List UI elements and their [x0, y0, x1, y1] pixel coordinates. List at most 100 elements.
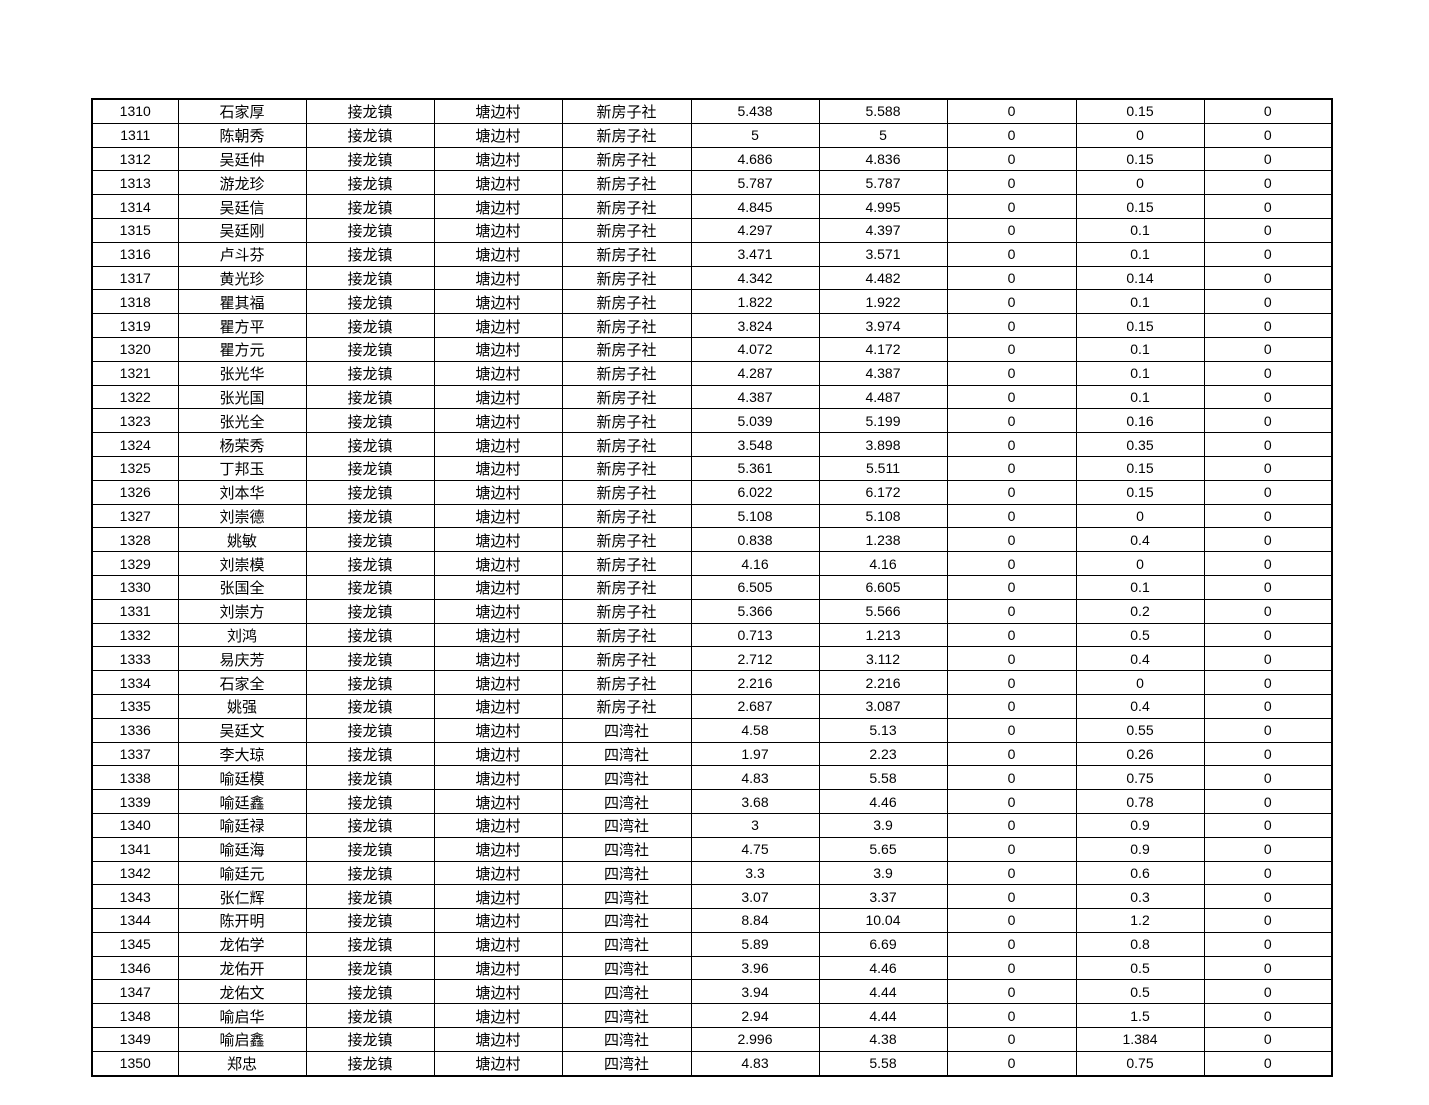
cell-value-d: 1.2 [1075, 908, 1205, 933]
cell-row-number: 1347 [91, 979, 179, 1005]
cell-value-b: 5.199 [818, 408, 948, 434]
cell-value-e: 0 [1203, 1050, 1333, 1077]
cell-village: 塘边村 [433, 908, 563, 933]
cell-name: 喻廷鑫 [177, 789, 307, 814]
cell-village: 塘边村 [433, 551, 563, 576]
cell-town: 接龙镇 [305, 931, 435, 957]
cell-village: 塘边村 [433, 598, 563, 624]
cell-value-c: 0 [946, 574, 1077, 600]
cell-group: 新房子社 [561, 408, 692, 434]
table-row: 1316 卢斗芬 接龙镇 塘边村 新房子社 3.471 3.571 0 0.1 0 [91, 241, 1333, 267]
cell-group: 四湾社 [561, 1027, 692, 1052]
cell-town: 接龙镇 [305, 670, 435, 695]
cell-name: 吴廷刚 [177, 217, 307, 243]
cell-value-d: 0.8 [1075, 931, 1205, 957]
cell-value-a: 1.822 [690, 289, 820, 315]
cell-value-e: 0 [1203, 241, 1333, 267]
cell-value-e: 0 [1203, 289, 1333, 315]
cell-value-e: 0 [1203, 360, 1333, 386]
cell-value-a: 2.996 [690, 1027, 820, 1052]
cell-value-b: 5.566 [818, 598, 948, 624]
cell-value-a: 4.58 [690, 717, 820, 743]
cell-value-a: 4.387 [690, 384, 820, 410]
cell-town: 接龙镇 [305, 432, 435, 457]
cell-value-a: 5.366 [690, 598, 820, 624]
cell-name: 喻廷元 [177, 860, 307, 886]
cell-village: 塘边村 [433, 527, 563, 553]
cell-value-d: 0.15 [1075, 313, 1205, 338]
cell-value-c: 0 [946, 836, 1077, 862]
cell-town: 接龙镇 [305, 527, 435, 553]
cell-village: 塘边村 [433, 432, 563, 457]
cell-village: 塘边村 [433, 289, 563, 315]
cell-row-number: 1334 [91, 670, 179, 695]
table-row: 1328 姚敏 接龙镇 塘边村 新房子社 0.838 1.238 0 0.4 0 [91, 527, 1333, 553]
cell-village: 塘边村 [433, 931, 563, 957]
cell-town: 接龙镇 [305, 551, 435, 576]
cell-group: 四湾社 [561, 812, 692, 838]
cell-name: 郑忠 [177, 1050, 307, 1077]
cell-group: 新房子社 [561, 146, 692, 172]
table-row: 1335 姚强 接龙镇 塘边村 新房子社 2.687 3.087 0 0.4 0 [91, 693, 1333, 719]
table-row: 1313 游龙珍 接龙镇 塘边村 新房子社 5.787 5.787 0 0 0 [91, 170, 1333, 196]
cell-value-b: 3.37 [818, 884, 948, 910]
cell-value-d: 0.15 [1075, 146, 1205, 172]
cell-value-c: 0 [946, 336, 1077, 362]
cell-value-a: 5.787 [690, 170, 820, 196]
cell-value-e: 0 [1203, 170, 1333, 196]
cell-name: 张国全 [177, 574, 307, 600]
cell-value-c: 0 [946, 1027, 1077, 1052]
table-row: 1321 张光华 接龙镇 塘边村 新房子社 4.287 4.387 0 0.1 0 [91, 360, 1333, 386]
cell-value-d: 0 [1075, 170, 1205, 196]
cell-value-e: 0 [1203, 836, 1333, 862]
cell-row-number: 1342 [91, 860, 179, 886]
cell-village: 塘边村 [433, 265, 563, 291]
cell-group: 新房子社 [561, 598, 692, 624]
cell-value-d: 0.75 [1075, 765, 1205, 791]
cell-value-a: 3.548 [690, 432, 820, 457]
cell-group: 新房子社 [561, 503, 692, 529]
cell-value-c: 0 [946, 432, 1077, 457]
cell-value-d: 0.75 [1075, 1050, 1205, 1077]
table-row: 1317 黄光珍 接龙镇 塘边村 新房子社 4.342 4.482 0 0.14 0 [91, 265, 1333, 291]
cell-value-d: 0.2 [1075, 598, 1205, 624]
cell-value-a: 5.361 [690, 455, 820, 481]
cell-value-d: 0 [1075, 551, 1205, 576]
cell-value-c: 0 [946, 551, 1077, 576]
cell-value-c: 0 [946, 979, 1077, 1005]
cell-value-d: 0.15 [1075, 479, 1205, 505]
cell-value-b: 5.65 [818, 836, 948, 862]
cell-row-number: 1331 [91, 598, 179, 624]
cell-group: 新房子社 [561, 122, 692, 148]
cell-row-number: 1310 [91, 98, 179, 124]
cell-value-c: 0 [946, 1050, 1077, 1077]
cell-value-e: 0 [1203, 146, 1333, 172]
cell-village: 塘边村 [433, 241, 563, 267]
cell-group: 新房子社 [561, 551, 692, 576]
cell-town: 接龙镇 [305, 1050, 435, 1077]
cell-village: 塘边村 [433, 765, 563, 791]
cell-row-number: 1318 [91, 289, 179, 315]
table-row: 1311 陈朝秀 接龙镇 塘边村 新房子社 5 5 0 0 0 [91, 122, 1333, 148]
cell-row-number: 1345 [91, 931, 179, 957]
cell-group: 四湾社 [561, 931, 692, 957]
cell-town: 接龙镇 [305, 408, 435, 434]
cell-value-a: 0.838 [690, 527, 820, 553]
cell-row-number: 1336 [91, 717, 179, 743]
cell-value-e: 0 [1203, 384, 1333, 410]
cell-town: 接龙镇 [305, 955, 435, 981]
cell-town: 接龙镇 [305, 170, 435, 196]
cell-village: 塘边村 [433, 146, 563, 172]
cell-value-b: 4.995 [818, 194, 948, 219]
cell-value-a: 3.3 [690, 860, 820, 886]
cell-row-number: 1316 [91, 241, 179, 267]
cell-value-c: 0 [946, 598, 1077, 624]
cell-value-e: 0 [1203, 98, 1333, 124]
cell-group: 四湾社 [561, 860, 692, 886]
cell-value-c: 0 [946, 265, 1077, 291]
table-row: 1347 龙佑文 接龙镇 塘边村 四湾社 3.94 4.44 0 0.5 0 [91, 979, 1333, 1005]
cell-group: 新房子社 [561, 336, 692, 362]
table-row: 1343 张仁辉 接龙镇 塘边村 四湾社 3.07 3.37 0 0.3 0 [91, 884, 1333, 910]
cell-town: 接龙镇 [305, 265, 435, 291]
cell-value-d: 0 [1075, 670, 1205, 695]
